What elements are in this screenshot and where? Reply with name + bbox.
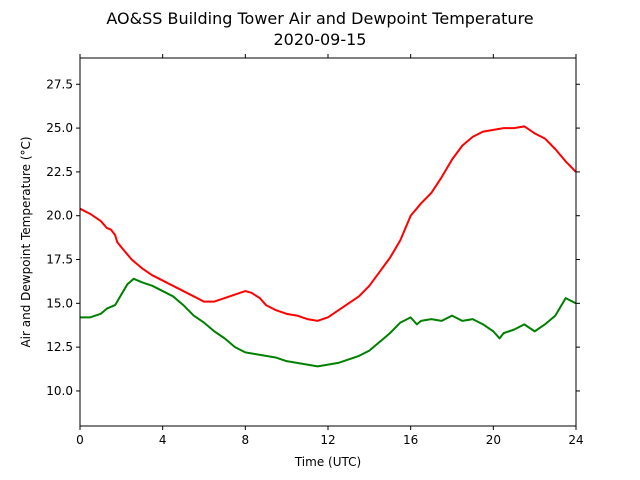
y-tick-label: 10.0 bbox=[46, 384, 73, 398]
x-tick-label: 0 bbox=[76, 433, 84, 447]
x-tick-label: 12 bbox=[320, 433, 335, 447]
air-temperature-line bbox=[79, 125, 577, 322]
y-tick-label: 20.0 bbox=[46, 209, 73, 223]
y-tick-label: 12.5 bbox=[46, 340, 73, 354]
axis-ticks: 0 4 8 12 16 20 24 10.0 12.5 15.0 17.5 20.0 22.5 25.0 2… bbox=[46, 54, 584, 447]
y-tick-label: 27.5 bbox=[46, 77, 73, 91]
y-tick-label: 22.5 bbox=[46, 165, 73, 179]
x-tick-label: 8 bbox=[242, 433, 250, 447]
plot-area bbox=[79, 125, 577, 368]
y-tick-label: 15.0 bbox=[46, 296, 73, 310]
x-tick-label: 24 bbox=[568, 433, 583, 447]
y-axis-label: Air and Dewpoint Temperature (°C) bbox=[19, 136, 33, 347]
dewpoint-temperature-line bbox=[80, 277, 577, 368]
x-tick-label: 16 bbox=[403, 433, 418, 447]
x-axis-label: Time (UTC) bbox=[294, 455, 361, 469]
y-tick-label: 25.0 bbox=[46, 121, 73, 135]
y-tick-label: 17.5 bbox=[46, 253, 73, 267]
axes-frame bbox=[79, 57, 577, 427]
x-tick-label: 4 bbox=[159, 433, 167, 447]
chart-subtitle: 2020-09-15 bbox=[274, 30, 367, 49]
x-tick-label: 20 bbox=[486, 433, 501, 447]
chart-title: AO&SS Building Tower Air and Dewpoint Te… bbox=[106, 9, 533, 28]
